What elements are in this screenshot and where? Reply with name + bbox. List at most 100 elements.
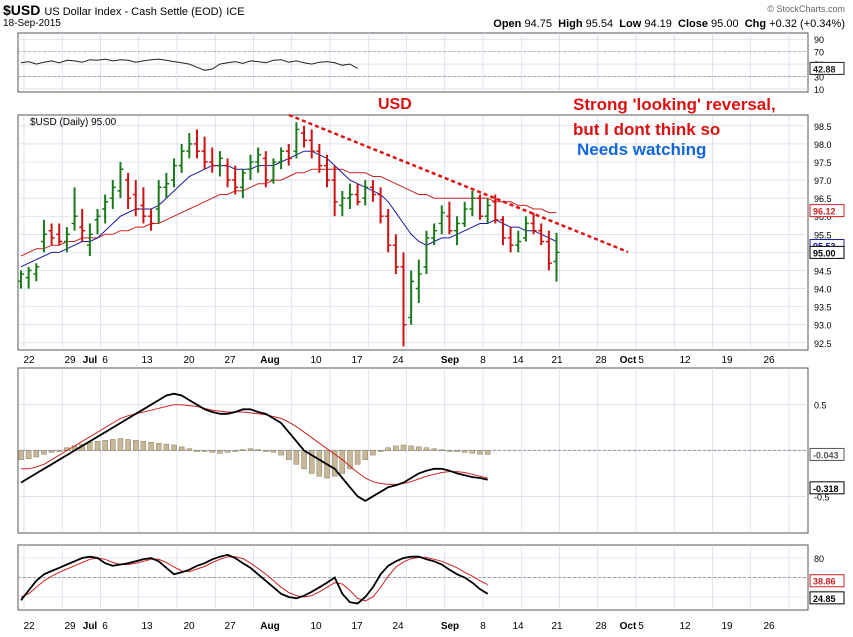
- y-tick-label: 96.5: [814, 194, 832, 204]
- y-tick-label: 98.5: [814, 122, 832, 132]
- macd-histogram-bar: [232, 450, 238, 452]
- x-tick-label: 6: [102, 621, 108, 632]
- macd-histogram-bar: [148, 442, 154, 451]
- ohlc-bar: [186, 133, 193, 159]
- x-tick-label: Oct: [620, 355, 637, 366]
- value-tag-label: -0.043: [813, 450, 839, 460]
- chart-header-title: $USD US Dollar Index - Cash Settle (EOD) I…: [3, 2, 245, 18]
- price-panel: 98.598.097.597.096.596.095.595.094.594.0…: [17, 113, 845, 351]
- ohlc-bar: [324, 154, 330, 188]
- y-tick-label: 90: [814, 35, 824, 45]
- ohlc-bar: [408, 270, 415, 325]
- ohlc-bar: [18, 270, 24, 289]
- x-tick-label: 28: [595, 621, 607, 632]
- x-axis-bottom: 22 29 Jul 6 13 20 27 Aug 10 17 24 Sep 8 14 21 28 Oct 5 12 1…: [23, 621, 775, 632]
- macd-histogram-bar: [416, 446, 422, 451]
- ohlc-bar: [209, 147, 216, 173]
- ma-long-line: [20, 168, 557, 257]
- open-value: 94.75: [524, 18, 552, 30]
- x-tick-label: 20: [183, 621, 195, 632]
- value-tag-label: 24.85: [813, 594, 836, 604]
- instrument-name: US Dollar Index - Cash Settle (EOD): [44, 6, 223, 18]
- y-tick-label: 92.5: [814, 339, 832, 349]
- ohlc-bar: [109, 180, 116, 209]
- macd-histogram-bar: [94, 441, 101, 451]
- trendline: [288, 113, 629, 254]
- ohlc-bar: [339, 190, 346, 217]
- macd-histogram-bar: [469, 450, 476, 454]
- ohlc-bar: [40, 219, 47, 253]
- ohlc-bar: [102, 194, 109, 224]
- ohlc-bar: [255, 147, 262, 173]
- open-label: Open: [493, 18, 522, 30]
- ohlc-bar: [346, 183, 353, 209]
- low-value: 94.19: [644, 18, 672, 30]
- ohlc-bar: [86, 223, 93, 256]
- ohlc-bar: [553, 232, 560, 282]
- macd-histogram-bar: [477, 450, 483, 455]
- ohlc-bar: [155, 180, 162, 224]
- macd-histogram-bar: [41, 450, 47, 455]
- ohlc-bar: [354, 183, 361, 206]
- macd-histogram-bar: [431, 448, 437, 451]
- x-tick-label: Aug: [260, 355, 279, 366]
- macd-histogram-bar: [33, 450, 40, 458]
- macd-histogram-bar: [178, 446, 185, 451]
- x-tick-label: 5: [638, 621, 644, 632]
- x-tick-label: 17: [351, 621, 363, 632]
- ohlc-bar: [316, 143, 323, 173]
- x-tick-label: 13: [141, 621, 153, 632]
- x-tick-label: 27: [224, 621, 236, 632]
- x-tick-label: 29: [64, 621, 76, 632]
- ohlc-bar: [362, 180, 369, 206]
- ohlc-bar: [285, 143, 292, 166]
- macd-histogram-bar: [18, 450, 24, 460]
- x-tick-label: 24: [392, 355, 404, 366]
- stoch-k-line: [20, 553, 489, 605]
- value-tag-box: [809, 574, 845, 588]
- ohlc-bar: [140, 187, 147, 224]
- exchange: ICE: [226, 6, 245, 18]
- macd-histogram-bar: [133, 440, 139, 451]
- macd-histogram-bar: [56, 450, 62, 452]
- ohlc-bar: [477, 194, 483, 220]
- x-tick-label: 10: [310, 355, 322, 366]
- ohlc-bar: [469, 190, 476, 217]
- value-tag-box: [809, 245, 845, 259]
- ohlc-bar: [400, 252, 407, 347]
- value-tag-label: 95.00: [813, 248, 836, 258]
- value-tag-box: [809, 204, 845, 218]
- macd-histogram-bar: [87, 442, 93, 451]
- ohlc-bar: [79, 209, 86, 242]
- x-tick-label: 19: [721, 355, 733, 366]
- ohlc-bar: [530, 212, 537, 235]
- x-tick-label: 29: [64, 355, 76, 366]
- ohlc-bar: [25, 266, 32, 289]
- chart-date: 18-Sep-2015: [3, 18, 61, 29]
- y-tick-label: 10: [814, 85, 824, 95]
- macd-histogram-bar: [331, 450, 338, 477]
- value-tag-label: 42.88: [813, 64, 836, 74]
- value-tag-label: 38.86: [813, 577, 836, 587]
- macd-histogram-bar: [263, 450, 269, 452]
- macd-histogram-bar: [48, 450, 55, 453]
- chg-label: Chg: [744, 18, 767, 30]
- ohlc-bar: [216, 151, 223, 177]
- high-value: 95.54: [585, 18, 614, 30]
- macd-histogram-bar: [286, 450, 292, 460]
- ohlc-bar: [538, 223, 545, 246]
- ohlc-bar: [224, 158, 231, 188]
- ohlc-bar: [56, 223, 63, 246]
- y-tick-label: -0.5: [814, 492, 830, 502]
- macd-histogram-bar: [370, 450, 376, 456]
- macd-histogram-bar: [446, 450, 453, 452]
- macd-histogram-bar: [25, 450, 32, 459]
- x-tick-label: 27: [224, 355, 236, 366]
- y-tick-label: 97.5: [814, 158, 832, 168]
- value-tag-label: -0.318: [813, 484, 839, 494]
- close-label: Close: [678, 18, 708, 30]
- ohlc-bar: [522, 216, 529, 242]
- ohlc-bar: [392, 234, 399, 275]
- ohlc-bar: [48, 223, 55, 246]
